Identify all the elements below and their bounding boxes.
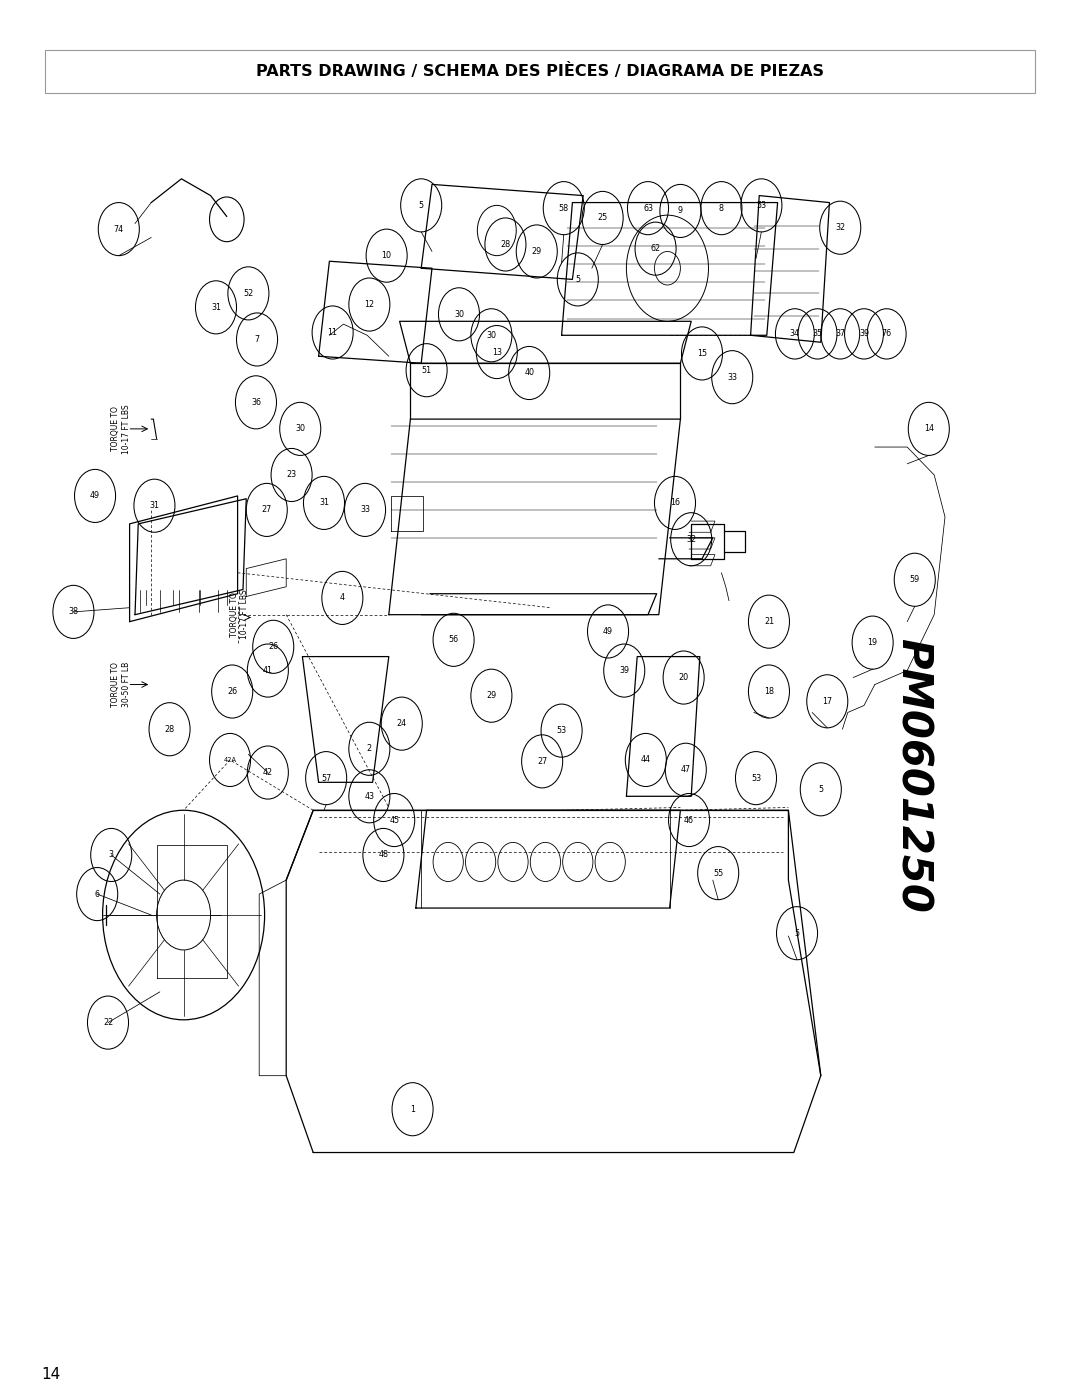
Text: 26: 26 bbox=[268, 643, 279, 651]
Text: 12: 12 bbox=[364, 300, 375, 309]
Text: 30: 30 bbox=[295, 425, 306, 433]
Text: 56: 56 bbox=[448, 636, 459, 644]
Text: 23: 23 bbox=[286, 471, 297, 479]
Text: PM0601250: PM0601250 bbox=[892, 638, 933, 912]
Text: 16: 16 bbox=[670, 499, 680, 507]
Text: 47: 47 bbox=[680, 766, 691, 774]
Text: 55: 55 bbox=[713, 869, 724, 877]
Text: 53: 53 bbox=[756, 201, 767, 210]
Text: 37: 37 bbox=[835, 330, 846, 338]
Text: 49: 49 bbox=[90, 492, 100, 500]
Text: 31: 31 bbox=[149, 502, 160, 510]
Text: 63: 63 bbox=[643, 204, 653, 212]
Text: 48: 48 bbox=[378, 851, 389, 859]
Text: 43: 43 bbox=[364, 792, 375, 800]
Text: 5: 5 bbox=[819, 785, 823, 793]
Text: 30: 30 bbox=[454, 310, 464, 319]
Text: 19: 19 bbox=[867, 638, 878, 647]
Text: 6: 6 bbox=[95, 890, 99, 898]
Text: 40: 40 bbox=[524, 369, 535, 377]
Text: 20: 20 bbox=[678, 673, 689, 682]
Text: 25: 25 bbox=[597, 214, 608, 222]
Text: 18: 18 bbox=[764, 687, 774, 696]
Text: 28: 28 bbox=[164, 725, 175, 733]
Text: 33: 33 bbox=[360, 506, 370, 514]
Text: 39: 39 bbox=[859, 330, 869, 338]
Text: 5: 5 bbox=[419, 201, 423, 210]
FancyBboxPatch shape bbox=[45, 49, 1035, 92]
Text: 9: 9 bbox=[678, 207, 683, 215]
Text: 76: 76 bbox=[881, 330, 892, 338]
Text: 14: 14 bbox=[923, 425, 934, 433]
Text: 41: 41 bbox=[262, 666, 273, 675]
Text: 7: 7 bbox=[255, 335, 259, 344]
Text: 52: 52 bbox=[243, 289, 254, 298]
Text: 49: 49 bbox=[603, 627, 613, 636]
Text: 57: 57 bbox=[321, 774, 332, 782]
Text: 4: 4 bbox=[340, 594, 345, 602]
Text: 46: 46 bbox=[684, 816, 694, 824]
Text: 31: 31 bbox=[319, 499, 329, 507]
Text: 5: 5 bbox=[795, 929, 799, 937]
Text: 42: 42 bbox=[262, 768, 273, 777]
Text: 28: 28 bbox=[500, 240, 511, 249]
Text: 5: 5 bbox=[576, 275, 580, 284]
Text: 58: 58 bbox=[558, 204, 569, 212]
Text: PARTS DRAWING / SCHEMA DES PIÈCES / DIAGRAMA DE PIEZAS: PARTS DRAWING / SCHEMA DES PIÈCES / DIAG… bbox=[256, 63, 824, 80]
Text: 21: 21 bbox=[764, 617, 774, 626]
Text: 42A: 42A bbox=[224, 757, 237, 763]
Text: 32: 32 bbox=[835, 224, 846, 232]
Text: 51: 51 bbox=[421, 366, 432, 374]
Text: 8: 8 bbox=[719, 204, 724, 212]
Text: 11: 11 bbox=[327, 328, 338, 337]
Text: TORQUE TO
10-17 FT LBS: TORQUE TO 10-17 FT LBS bbox=[111, 404, 131, 454]
Text: 26: 26 bbox=[227, 687, 238, 696]
Text: 34: 34 bbox=[789, 330, 800, 338]
Text: 74: 74 bbox=[113, 225, 124, 233]
Text: TORQUE TO
30-50 FT LB: TORQUE TO 30-50 FT LB bbox=[111, 662, 131, 707]
Text: 1: 1 bbox=[410, 1105, 415, 1113]
Text: 36: 36 bbox=[251, 398, 261, 407]
Text: 22: 22 bbox=[103, 1018, 113, 1027]
Text: 10: 10 bbox=[381, 251, 392, 260]
Text: TORQUE TO
10-17 FT LBS: TORQUE TO 10-17 FT LBS bbox=[230, 590, 249, 640]
Text: 31: 31 bbox=[211, 303, 221, 312]
Text: 3: 3 bbox=[109, 851, 113, 859]
Text: 35: 35 bbox=[812, 330, 823, 338]
Text: 29: 29 bbox=[531, 247, 542, 256]
Text: 14: 14 bbox=[41, 1368, 60, 1382]
Text: 15: 15 bbox=[697, 349, 707, 358]
Text: 2: 2 bbox=[367, 745, 372, 753]
Text: 39: 39 bbox=[619, 666, 630, 675]
Text: 13: 13 bbox=[491, 348, 502, 356]
Text: 59: 59 bbox=[909, 576, 920, 584]
Text: 30: 30 bbox=[486, 331, 497, 339]
Text: 44: 44 bbox=[640, 756, 651, 764]
Text: 27: 27 bbox=[537, 757, 548, 766]
Text: 29: 29 bbox=[486, 692, 497, 700]
Text: 33: 33 bbox=[727, 373, 738, 381]
Text: 53: 53 bbox=[751, 774, 761, 782]
Text: 17: 17 bbox=[822, 697, 833, 705]
Text: 32: 32 bbox=[686, 535, 697, 543]
Text: 53: 53 bbox=[556, 726, 567, 735]
Text: 45: 45 bbox=[389, 816, 400, 824]
Text: 27: 27 bbox=[261, 506, 272, 514]
Text: 24: 24 bbox=[396, 719, 407, 728]
Text: 38: 38 bbox=[68, 608, 79, 616]
Text: 62: 62 bbox=[650, 244, 661, 253]
